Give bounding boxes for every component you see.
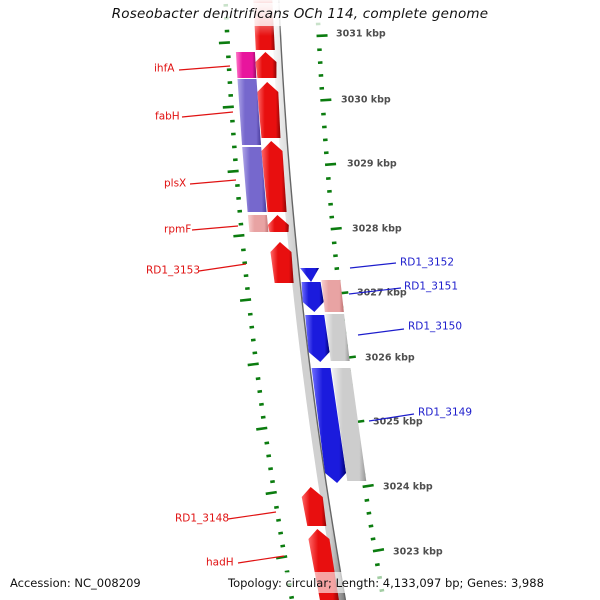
gene-glyph-block-2[interactable] bbox=[325, 314, 350, 361]
gene-glyph-RD1_3150[interactable] bbox=[305, 315, 330, 362]
scale-tick-minor bbox=[374, 563, 380, 567]
scale-tick-minor bbox=[252, 351, 258, 355]
scale-label-3027: 3027 kbp bbox=[357, 288, 407, 299]
gene-glyph-cds-3[interactable] bbox=[257, 82, 281, 138]
scale-tick-major bbox=[218, 41, 230, 45]
scale-tick-major bbox=[239, 298, 252, 302]
genome-backbone-edge bbox=[278, 0, 347, 600]
scale-tick-minor bbox=[249, 325, 255, 329]
status-bar: Accession: NC_008209 Topology: circular;… bbox=[0, 572, 600, 593]
scale-tick-minor bbox=[370, 537, 376, 541]
gene-label-RD1_3150[interactable]: RD1_3150 bbox=[408, 321, 462, 333]
scale-tick-minor bbox=[250, 338, 256, 342]
leader-line-RD1_3153 bbox=[198, 263, 247, 272]
scale-tick-minor bbox=[364, 498, 370, 502]
scale-tick-minor bbox=[276, 518, 281, 522]
scale-tick-major bbox=[372, 548, 385, 553]
scale-label-3028: 3028 kbp bbox=[352, 224, 402, 235]
leader-line-RD1_3151 bbox=[348, 287, 402, 295]
scale-tick-minor bbox=[260, 415, 266, 419]
scale-tick-major bbox=[247, 362, 259, 367]
scale-tick-minor bbox=[368, 524, 374, 528]
gene-label-RD1_3148[interactable]: RD1_3148 bbox=[175, 513, 229, 525]
scale-tick-major bbox=[265, 490, 277, 496]
leader-line-plsX bbox=[189, 179, 237, 185]
scale-tick-major bbox=[233, 233, 245, 238]
scale-label-3030: 3030 kbp bbox=[341, 95, 391, 106]
scale-tick-minor bbox=[274, 505, 279, 510]
scale-tick-minor bbox=[257, 389, 263, 394]
leader-line-ihfA bbox=[178, 65, 231, 71]
genome-summary-text: Topology: circular; Length: 4,133,097 bp… bbox=[228, 576, 544, 590]
scale-tick-minor bbox=[289, 595, 295, 600]
gene-label-plsX[interactable]: plsX bbox=[164, 178, 186, 190]
gene-glyph-RD1_3153[interactable] bbox=[270, 242, 294, 283]
leader-line-RD1_3148 bbox=[227, 511, 277, 520]
gene-glyph-RD1_3152[interactable] bbox=[300, 268, 320, 282]
gene-glyph-cds-2[interactable] bbox=[255, 52, 277, 78]
scale-tick-minor bbox=[280, 544, 286, 548]
page-title: Roseobacter denitrificans OCh 114, compl… bbox=[0, 3, 600, 26]
scale-tick-minor bbox=[278, 531, 284, 535]
scale-label-3026: 3026 kbp bbox=[365, 353, 415, 364]
leader-line-hadH bbox=[237, 555, 285, 564]
gene-glyph-rpmF[interactable] bbox=[247, 215, 269, 232]
gene-glyph-plsX[interactable] bbox=[242, 147, 267, 212]
scale-tick-minor bbox=[266, 454, 272, 458]
scale-tick-major bbox=[330, 226, 342, 231]
leader-line-rpmF bbox=[191, 225, 239, 231]
scale-label-3031: 3031 kbp bbox=[336, 29, 386, 40]
gene-label-rpmF[interactable]: rpmF bbox=[164, 224, 191, 236]
gene-glyph-RD1_3148[interactable] bbox=[301, 487, 327, 526]
gene-glyph-RD1_3149[interactable] bbox=[311, 368, 347, 483]
leader-line-RD1_3152 bbox=[349, 262, 397, 269]
scale-tick-minor bbox=[268, 467, 274, 471]
scale-tick-minor bbox=[259, 402, 264, 406]
gene-label-RD1_3151[interactable]: RD1_3151 bbox=[404, 281, 458, 293]
scale-tick-minor bbox=[366, 511, 372, 515]
scale-label-3025: 3025 kbp bbox=[373, 417, 423, 428]
scale-tick-minor bbox=[270, 479, 275, 484]
gene-label-RD1_3153[interactable]: RD1_3153 bbox=[146, 265, 200, 277]
scale-label-3023: 3023 kbp bbox=[393, 547, 443, 558]
scale-tick-minor bbox=[284, 570, 290, 574]
scale-tick-major bbox=[256, 426, 268, 431]
scale-tick-major bbox=[227, 169, 239, 174]
scale-label-3024: 3024 kbp bbox=[383, 482, 433, 493]
scale-label-3029: 3029 kbp bbox=[347, 159, 397, 170]
gene-glyph-cds-4[interactable] bbox=[261, 141, 287, 212]
gene-label-RD1_3149[interactable]: RD1_3149 bbox=[418, 407, 472, 419]
gene-label-fabH[interactable]: fabH bbox=[155, 111, 180, 123]
gene-glyph-block-1[interactable] bbox=[321, 280, 344, 312]
genome-backbone bbox=[270, 0, 346, 600]
scale-tick-major bbox=[316, 34, 328, 38]
leader-line-RD1_3150 bbox=[357, 328, 405, 336]
gene-glyph-fabH[interactable] bbox=[237, 79, 262, 145]
gene-glyph-cds-5[interactable] bbox=[267, 215, 289, 232]
gene-glyph-ihfA[interactable] bbox=[235, 52, 257, 78]
gene-glyph-block-3[interactable] bbox=[331, 368, 367, 481]
gene-label-hadH[interactable]: hadH bbox=[206, 557, 234, 569]
leader-line-RD1_3149 bbox=[368, 413, 415, 422]
scale-tick-major bbox=[320, 98, 332, 102]
scale-tick-minor bbox=[264, 441, 270, 445]
scale-tick-minor bbox=[247, 312, 253, 316]
gene-label-ihfA[interactable]: ihfA bbox=[154, 63, 175, 75]
scale-tick-major bbox=[362, 483, 374, 489]
scale-tick-minor bbox=[255, 377, 261, 381]
scale-tick-major bbox=[275, 555, 288, 560]
gene-label-RD1_3152[interactable]: RD1_3152 bbox=[400, 257, 454, 269]
accession-text: Accession: NC_008209 bbox=[10, 576, 141, 590]
leader-line-fabH bbox=[181, 111, 234, 118]
scale-tick-major bbox=[324, 162, 337, 167]
scale-tick-major bbox=[222, 105, 234, 109]
gene-glyph-RD1_3151[interactable] bbox=[301, 282, 324, 312]
